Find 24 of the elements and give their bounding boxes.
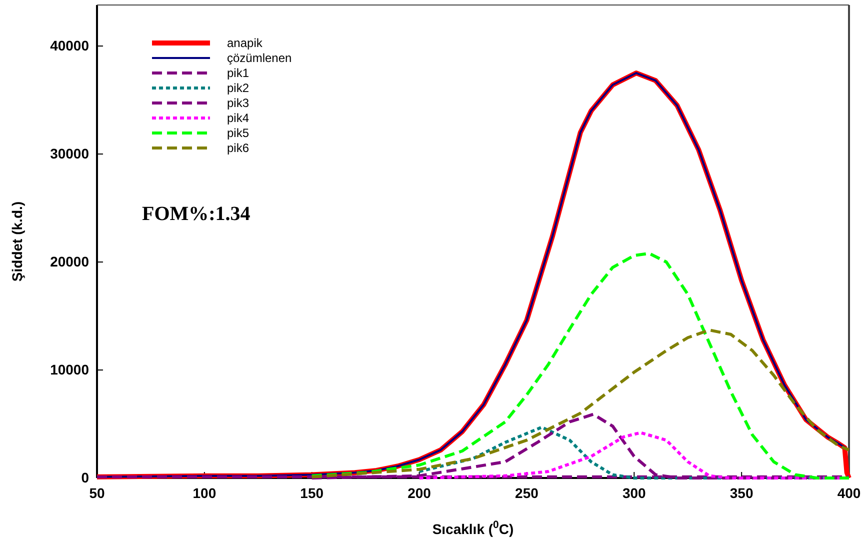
- x-tick-label: 200: [408, 484, 432, 501]
- legend-label: anapik: [227, 36, 264, 50]
- x-tick-label: 250: [515, 484, 539, 501]
- y-tick-label: 20000: [50, 254, 90, 270]
- legend-label: pik2: [227, 81, 250, 95]
- legend-label: pik3: [227, 96, 250, 110]
- x-tick-label: 50: [89, 484, 105, 501]
- legend-label: pik4: [227, 111, 250, 125]
- x-tick-label: 350: [730, 484, 754, 501]
- legend-label: çözümlenen: [227, 51, 292, 65]
- x-tick-label: 400: [837, 484, 861, 501]
- annotation: FOM%:1.34: [142, 203, 250, 225]
- x-tick-label: 150: [300, 484, 324, 501]
- legend-label: pik6: [227, 141, 250, 155]
- y-tick-label: 40000: [50, 38, 90, 54]
- y-tick-label: 30000: [50, 146, 90, 162]
- x-axis-title: Sıcaklık ($^{0}$C): [432, 519, 514, 537]
- y-tick-label: 0: [81, 469, 90, 486]
- y-axis-title: Şiddet (k.d.): [9, 201, 25, 282]
- y-tick-label: 10000: [50, 361, 90, 378]
- legend-label: pik1: [227, 66, 250, 80]
- x-tick-label: 100: [192, 484, 216, 501]
- x-tick-label: 300: [622, 484, 646, 501]
- legend-label: pik5: [227, 126, 250, 140]
